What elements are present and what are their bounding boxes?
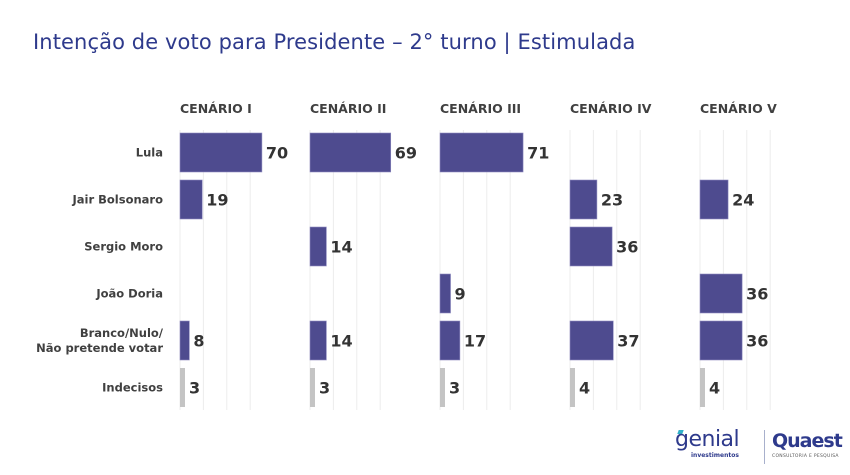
value-label: 14 — [330, 238, 352, 257]
bar-candidate — [569, 179, 598, 220]
value-label: 4 — [579, 379, 590, 398]
value-label: 3 — [449, 379, 460, 398]
category-label: Sergio Moro — [84, 240, 163, 254]
value-label: 3 — [319, 379, 330, 398]
bar-candidate — [699, 273, 743, 314]
category-label: Indecisos — [102, 381, 163, 395]
value-label: 3 — [189, 379, 200, 398]
value-label: 17 — [464, 332, 486, 351]
gridlines — [179, 130, 771, 410]
quaest-logo: Quaest — [772, 430, 843, 452]
bar-candidate — [439, 132, 524, 173]
category-label-line: Não pretende votar — [36, 341, 163, 355]
value-label: 8 — [193, 332, 204, 351]
bar-candidate — [569, 320, 614, 361]
genial-logo-subtitle: investimentos — [691, 452, 739, 459]
value-label: 19 — [206, 191, 228, 210]
bar-candidate — [439, 273, 451, 314]
bar-candidate — [179, 179, 203, 220]
page-title: Intenção de voto para Presidente – 2° tu… — [33, 30, 636, 54]
value-label: 4 — [709, 379, 720, 398]
category-labels: Lula Jair Bolsonaro Sergio Moro João Doria B… — [36, 146, 164, 395]
bars — [179, 132, 743, 407]
value-label: 24 — [732, 191, 754, 210]
value-label: 23 — [601, 191, 623, 210]
category-label-line: Branco/Nulo/ — [80, 326, 164, 340]
category-label: Branco/Nulo/Não pretende votar — [36, 326, 164, 355]
bar-candidate — [309, 226, 327, 267]
value-label: 71 — [527, 144, 549, 163]
category-label-line: Jair Bolsonaro — [71, 193, 163, 207]
bar-candidate — [569, 226, 613, 267]
bar-candidate — [179, 320, 190, 361]
category-label-line: Indecisos — [102, 381, 163, 395]
value-label: 69 — [395, 144, 417, 163]
value-label: 36 — [746, 332, 768, 351]
value-label: 36 — [616, 238, 638, 257]
bar-candidate — [699, 320, 743, 361]
scenario-headers: CENÁRIO I CENÁRIO II CENÁRIO III CENÁRIO IV… — [180, 101, 777, 116]
genial-logo: genial — [675, 427, 740, 452]
footer-logos: genial investimentos Quaest CONSULTORIA … — [675, 428, 845, 468]
scenario-header: CENÁRIO IV — [570, 101, 652, 116]
bar-undecided — [180, 368, 185, 407]
logo-divider — [764, 430, 765, 464]
scenario-header: CENÁRIO III — [440, 101, 521, 116]
value-label: 14 — [330, 332, 352, 351]
bar-candidate — [699, 179, 729, 220]
value-label: 70 — [266, 144, 288, 163]
bar-candidate — [179, 132, 263, 173]
quaest-logo-subtitle: CONSULTORIA E PESQUISA — [772, 454, 839, 459]
category-label: Lula — [136, 146, 163, 160]
scenario-header: CENÁRIO II — [310, 101, 386, 116]
bar-candidate — [309, 132, 392, 173]
bar-candidate — [309, 320, 327, 361]
category-label-line: João Doria — [95, 287, 163, 301]
bar-undecided — [700, 368, 705, 407]
category-label-line: Lula — [136, 146, 163, 160]
bar-candidate — [439, 320, 461, 361]
bar-undecided — [570, 368, 575, 407]
value-label: 9 — [455, 285, 466, 304]
category-label: Jair Bolsonaro — [71, 193, 163, 207]
value-label: 37 — [617, 332, 639, 351]
scenario-header: CENÁRIO V — [700, 101, 777, 116]
value-label: 36 — [746, 285, 768, 304]
scenario-header: CENÁRIO I — [180, 101, 252, 116]
bar-undecided — [310, 368, 315, 407]
value-labels: 70 19 8 3 69 14 14 3 71 9 17 3 23 36 37 4 24 36 36 4 — [189, 144, 768, 398]
bar-undecided — [440, 368, 445, 407]
category-label: João Doria — [95, 287, 163, 301]
category-label-line: Sergio Moro — [84, 240, 163, 254]
